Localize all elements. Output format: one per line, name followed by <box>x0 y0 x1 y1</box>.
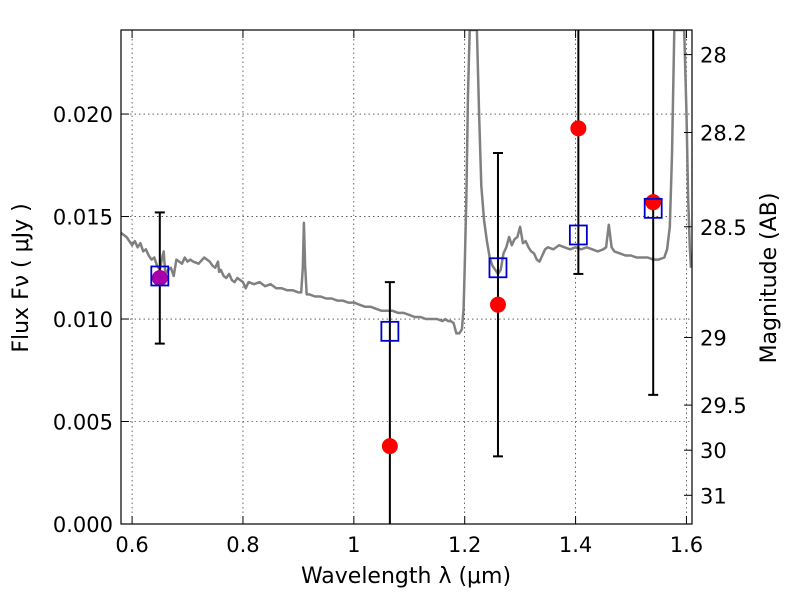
y-axis-label: Flux Fν ( μJy ) <box>9 203 34 352</box>
x-axis: 0.6 0.8 1 1.2 1.4 1.6 <box>115 30 703 557</box>
axes-frame <box>120 29 693 525</box>
y2-tick-label: 30 <box>700 439 727 463</box>
model-square <box>568 224 588 246</box>
observed-point <box>381 438 398 455</box>
y2-tick-label: 29.5 <box>700 394 747 418</box>
y-tick-label: 0.020 <box>53 103 113 127</box>
y2-tick-label: 28.2 <box>700 121 747 145</box>
x-tick-label: 1.6 <box>670 533 703 557</box>
x-tick-label: 0.6 <box>115 533 148 557</box>
model-square <box>380 320 400 342</box>
x-tick-label: 1.4 <box>559 533 592 557</box>
observed-point <box>489 296 506 313</box>
y-axis: 0.000 0.005 0.010 0.015 0.020 <box>53 103 129 537</box>
model-square <box>643 197 663 219</box>
observed-point <box>570 120 587 137</box>
plot-area <box>121 30 692 524</box>
y-tick-label: 0.010 <box>53 308 113 332</box>
x-axis-label: Wavelength λ (μm) <box>301 564 511 589</box>
y2-axis-label: Magnitude (AB) <box>757 193 782 364</box>
y2-tick-label: 31 <box>700 484 727 508</box>
y-tick-label: 0.005 <box>53 411 113 435</box>
observed-point <box>645 194 662 211</box>
x-tick-label: 1 <box>347 533 360 557</box>
x-tick-label: 0.8 <box>226 533 259 557</box>
y-tick-label: 0.000 <box>53 513 113 537</box>
observed-point <box>151 270 168 287</box>
y2-axis: 28 28.2 28.5 29 29.5 30 31 <box>684 44 747 508</box>
x-tick-label: 1.2 <box>448 533 481 557</box>
y-tick-label: 0.015 <box>53 206 113 230</box>
y2-tick-label: 28 <box>700 44 727 68</box>
grid <box>121 30 692 525</box>
y2-tick-label: 29 <box>700 326 727 350</box>
y2-tick-label: 28.5 <box>700 216 747 240</box>
model-square <box>150 265 170 287</box>
model-square <box>488 257 508 279</box>
model-spectrum-line <box>121 30 692 335</box>
